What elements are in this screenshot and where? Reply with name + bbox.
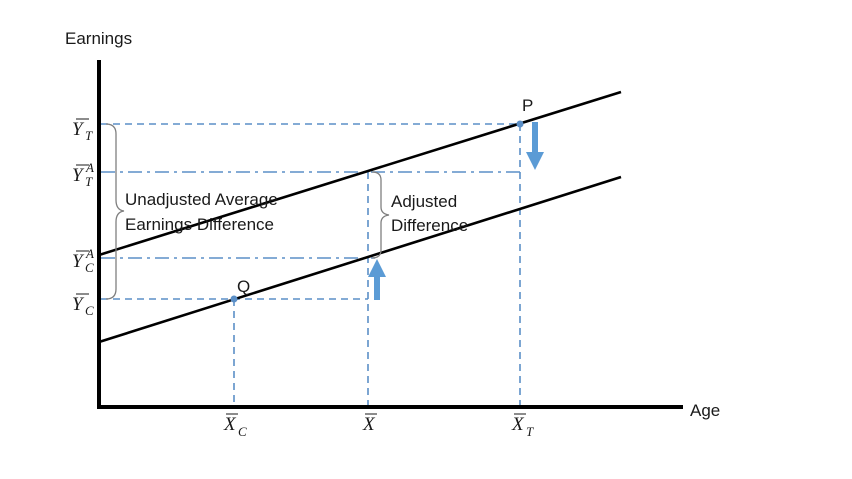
- point-Q-label: Q: [237, 277, 250, 296]
- y-tick-YC: Y C: [72, 293, 94, 318]
- x-tick-XT: X T: [511, 413, 534, 439]
- treatment-earnings-line: [98, 90, 622, 257]
- svg-text:Y: Y: [72, 294, 85, 315]
- svg-text:T: T: [85, 128, 93, 143]
- x-tick-XC: X C: [223, 413, 247, 439]
- unadjusted-label-line1: Unadjusted Average: [125, 190, 278, 209]
- svg-text:T: T: [85, 174, 93, 189]
- control-earnings-line: [98, 175, 622, 344]
- x-axis-title: Age: [690, 401, 720, 420]
- adjusted-brace-icon: [371, 171, 390, 259]
- svg-text:C: C: [85, 260, 94, 275]
- up-arrow-icon: [368, 259, 386, 300]
- adjusted-label-line1: Adjusted: [391, 192, 457, 211]
- svg-text:X: X: [223, 414, 237, 435]
- x-tick-X: X: [362, 413, 377, 435]
- svg-text:A: A: [85, 160, 94, 175]
- svg-text:Y: Y: [72, 251, 85, 272]
- svg-text:T: T: [526, 424, 534, 439]
- svg-text:X: X: [511, 414, 525, 435]
- y-tick-YCA: Y A C: [72, 246, 94, 275]
- svg-text:A: A: [85, 246, 94, 261]
- adjusted-label-line2: Difference: [391, 216, 468, 235]
- svg-text:Y: Y: [72, 165, 85, 186]
- svg-text:X: X: [362, 414, 376, 435]
- point-Q-marker: [230, 295, 238, 303]
- svg-text:Y: Y: [72, 119, 85, 140]
- y-tick-YT: Y T: [72, 118, 93, 143]
- unadjusted-label-line2: Earnings Difference: [125, 215, 274, 234]
- svg-text:C: C: [238, 424, 247, 439]
- point-P-marker: [516, 120, 524, 128]
- y-tick-YTA: Y A T: [72, 160, 94, 189]
- y-axis-title: Earnings: [65, 29, 132, 48]
- point-P-label: P: [522, 96, 533, 115]
- svg-text:C: C: [85, 303, 94, 318]
- down-arrow-icon: [526, 122, 544, 170]
- unadjusted-brace-icon: [105, 123, 125, 300]
